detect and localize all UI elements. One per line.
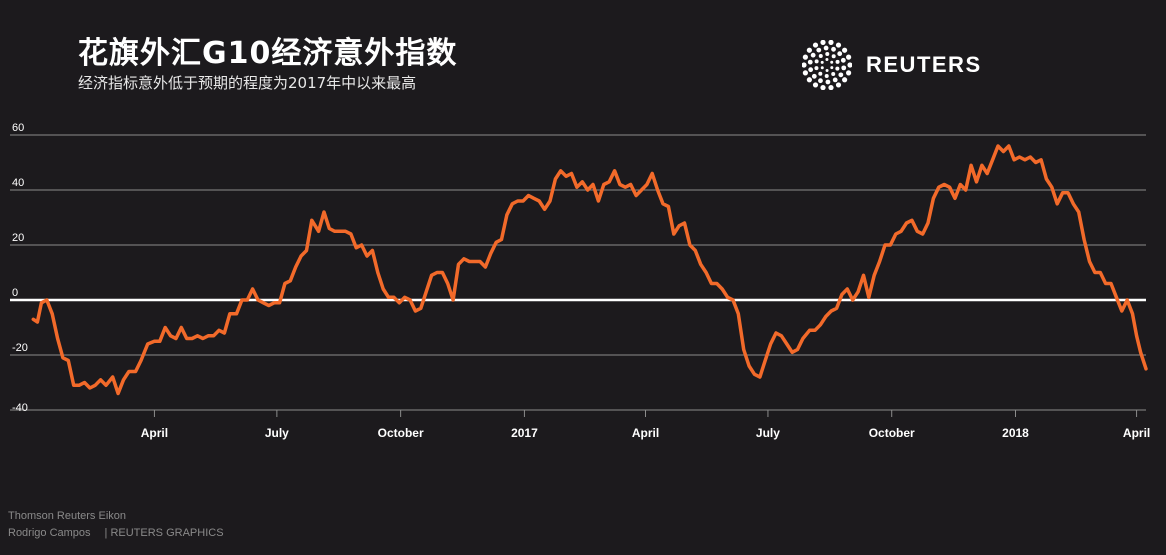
- logo-dot: [818, 78, 823, 84]
- x-tick-label: October: [378, 426, 424, 440]
- x-axis-ticks: April July October 2017 April July October 2018…: [141, 410, 1150, 440]
- logo-dot: [807, 59, 813, 65]
- logo-dot: [846, 54, 852, 60]
- logo-dot: [818, 71, 823, 76]
- footer-credits: Rodrigo Campos | REUTERS GRAPHICS: [8, 527, 224, 539]
- logo-dot: [840, 57, 846, 63]
- logo-dot: [828, 85, 834, 90]
- logo-dot: [841, 65, 847, 71]
- logo-dot: [825, 69, 829, 72]
- logo-dot: [828, 40, 834, 45]
- logo-dot: [835, 59, 840, 64]
- y-tick-label: 0: [12, 287, 18, 299]
- x-tick-label: July: [756, 426, 780, 440]
- chart-grid: [10, 134, 1146, 411]
- footer-author: Rodrigo Campos: [8, 527, 91, 539]
- logo-dot: [835, 82, 842, 88]
- logo-dot: [812, 82, 819, 88]
- logo-dot: [825, 79, 831, 85]
- logo-dot: [824, 74, 829, 78]
- logo-dot: [808, 67, 814, 73]
- logo-dot: [831, 54, 836, 59]
- y-tick-label: 40: [12, 177, 24, 189]
- logo-dot: [842, 77, 848, 83]
- chart-subtitle: 经济指标意外低于预期的程度为2017年中以来最高: [78, 74, 417, 92]
- x-tick-label: April: [632, 426, 659, 440]
- x-tick-label: 2018: [1002, 426, 1029, 440]
- x-tick-label: April: [141, 426, 168, 440]
- x-tick-label: October: [869, 426, 915, 440]
- y-tick-label: 20: [12, 232, 24, 244]
- logo-dot: [811, 73, 817, 79]
- logo-dot: [820, 66, 824, 70]
- logo-dot: [823, 45, 829, 51]
- logo-dot: [846, 70, 852, 76]
- reuters-dot-logo-icon: [802, 40, 852, 90]
- y-tick-label: -40: [12, 402, 28, 414]
- logo-dot: [806, 77, 812, 83]
- logo-dot: [802, 54, 808, 60]
- logo-dot: [820, 40, 826, 45]
- logo-dot: [816, 47, 822, 53]
- logo-dot: [830, 66, 834, 70]
- logo-dot: [838, 72, 844, 78]
- logo-dot: [820, 85, 826, 90]
- y-tick-label: -20: [12, 342, 28, 354]
- series-line: [31, 144, 1148, 396]
- logo-dot: [842, 47, 848, 53]
- logo-dot: [802, 70, 808, 76]
- logo-dot: [810, 52, 816, 58]
- x-tick-label: July: [265, 426, 289, 440]
- chart-title: 花旗外汇G10经济意外指数: [78, 36, 458, 71]
- logo-dot: [814, 59, 819, 64]
- logo-dot: [818, 53, 823, 58]
- logo-dot: [837, 51, 843, 57]
- y-axis-tick-labels: 60 40 20 0 -20 -40: [12, 122, 28, 414]
- logo-dot: [802, 62, 807, 68]
- line-chart: 60 40 20 0 -20 -40 April July October 2017 April J…: [10, 122, 1150, 440]
- x-tick-label: April: [1123, 426, 1150, 440]
- logo-dot: [814, 66, 819, 71]
- logo-dot: [830, 60, 834, 64]
- y-tick-label: 60: [12, 122, 24, 134]
- logo-dot: [847, 62, 852, 68]
- logo-dot: [820, 60, 824, 64]
- logo-dot: [812, 42, 819, 48]
- logo-dot: [831, 72, 836, 77]
- logo-dot: [835, 42, 842, 48]
- reuters-logo: REUTERS: [802, 40, 982, 90]
- logo-dot: [832, 77, 838, 83]
- logo-dot: [825, 58, 829, 61]
- logo-dot: [831, 46, 836, 52]
- logo-dot: [825, 52, 830, 56]
- x-tick-label: 2017: [511, 426, 538, 440]
- logo-dot: [806, 47, 812, 53]
- footer-credit: | REUTERS GRAPHICS: [104, 527, 224, 539]
- reuters-logo-text: REUTERS: [866, 52, 982, 77]
- footer-source: Thomson Reuters Eikon: [8, 510, 126, 522]
- logo-dot: [835, 66, 840, 71]
